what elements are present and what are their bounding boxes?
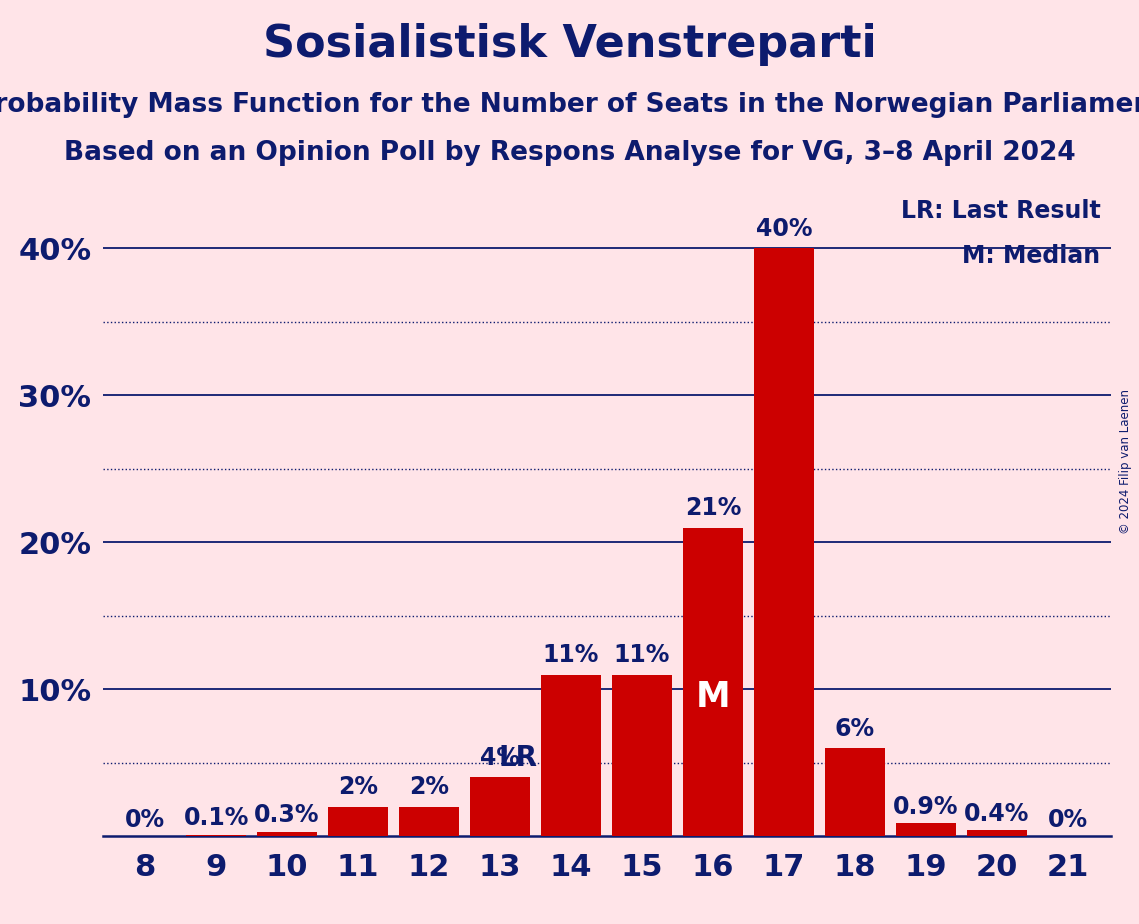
Bar [541, 675, 601, 836]
Text: 0.9%: 0.9% [893, 795, 959, 819]
Text: 4%: 4% [480, 746, 521, 770]
Text: 0%: 0% [1048, 808, 1088, 832]
Text: LR: LR [498, 744, 538, 772]
Text: M: Median: M: Median [962, 244, 1100, 268]
Text: 11%: 11% [614, 643, 670, 667]
Text: Probability Mass Function for the Number of Seats in the Norwegian Parliament: Probability Mass Function for the Number… [0, 92, 1139, 118]
Text: 11%: 11% [543, 643, 599, 667]
Bar [967, 831, 1027, 836]
Text: M: M [696, 680, 730, 714]
Text: 2%: 2% [409, 775, 449, 799]
Text: 40%: 40% [756, 217, 812, 241]
Text: 0.3%: 0.3% [254, 803, 320, 827]
Text: 0%: 0% [125, 808, 165, 832]
Text: 6%: 6% [835, 717, 875, 741]
Text: LR: Last Result: LR: Last Result [901, 199, 1100, 223]
Text: 21%: 21% [685, 496, 741, 520]
Bar [257, 832, 318, 836]
Text: Based on an Opinion Poll by Respons Analyse for VG, 3–8 April 2024: Based on an Opinion Poll by Respons Anal… [64, 140, 1075, 166]
Text: 0.4%: 0.4% [965, 802, 1030, 826]
Bar [895, 823, 956, 836]
Bar [470, 777, 531, 836]
Text: 0.1%: 0.1% [183, 807, 248, 831]
Text: © 2024 Filip van Laenen: © 2024 Filip van Laenen [1118, 390, 1132, 534]
Bar [754, 249, 814, 836]
Bar [328, 807, 388, 836]
Bar [186, 834, 246, 836]
Text: Sosialistisk Venstreparti: Sosialistisk Venstreparti [263, 23, 876, 67]
Bar [825, 748, 885, 836]
Bar [399, 807, 459, 836]
Text: 2%: 2% [338, 775, 378, 799]
Bar [682, 528, 743, 836]
Bar [612, 675, 672, 836]
